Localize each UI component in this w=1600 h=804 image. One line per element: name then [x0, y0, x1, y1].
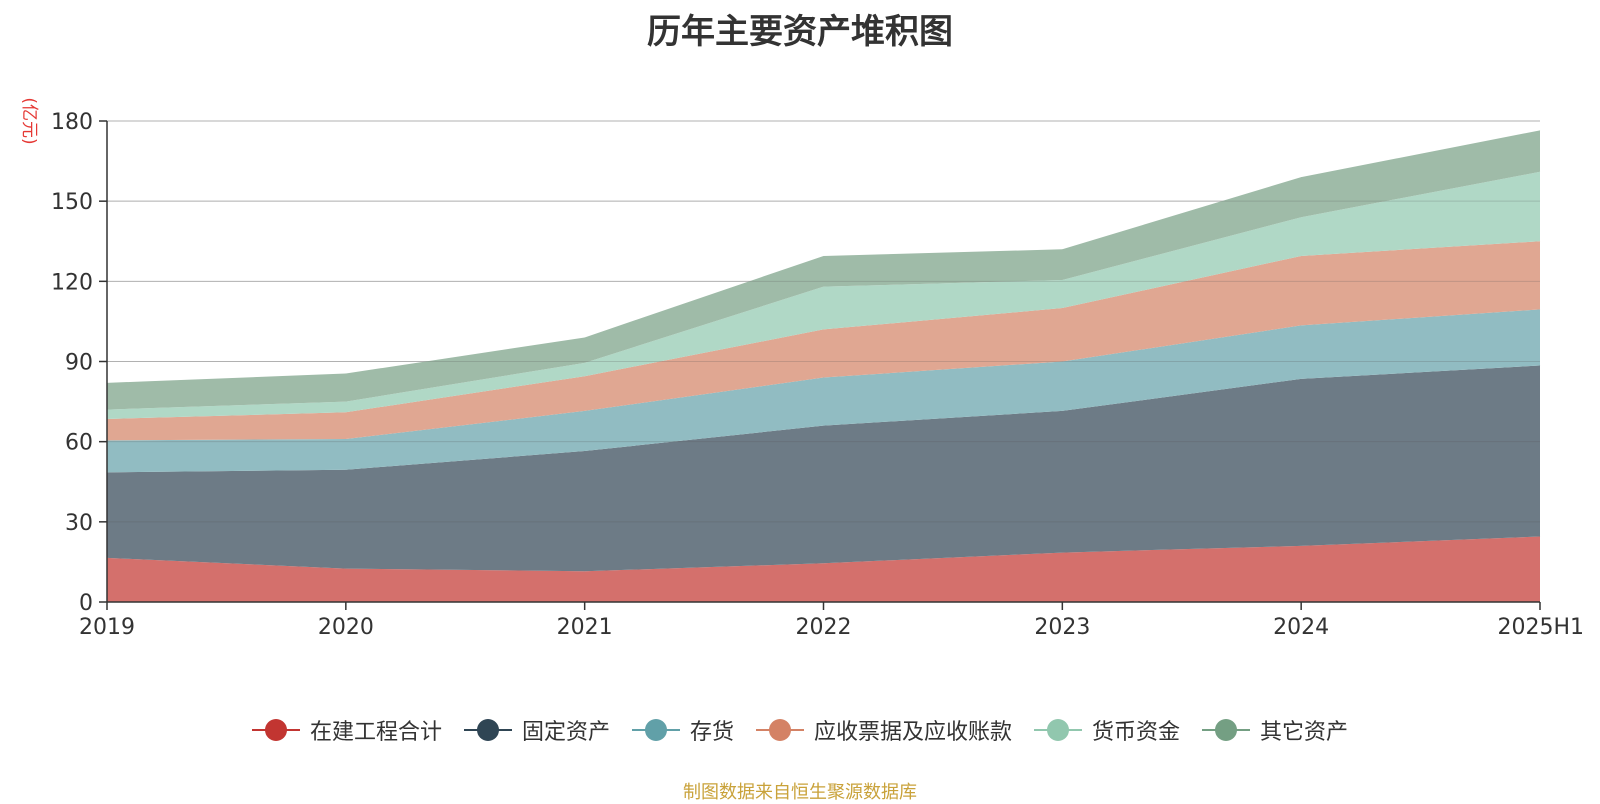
x-tick-label: 2019 [79, 615, 135, 640]
x-tick-label: 2024 [1273, 615, 1329, 640]
legend-marker-icon [464, 718, 512, 742]
x-tick-label: 2020 [318, 615, 374, 640]
legend-item[interactable]: 在建工程合计 [252, 714, 442, 746]
y-tick-label: 180 [51, 110, 93, 135]
y-tick-label: 0 [79, 591, 93, 616]
x-tick-label: 2023 [1034, 615, 1090, 640]
y-tick-label: 60 [65, 431, 93, 456]
legend-item[interactable]: 应收票据及应收账款 [756, 714, 1012, 746]
legend-label: 存货 [690, 714, 734, 746]
legend-label: 在建工程合计 [310, 714, 442, 746]
x-tick-label: 2025H1 [1497, 615, 1584, 640]
legend-marker-icon [1034, 718, 1082, 742]
y-tick-label: 150 [51, 190, 93, 215]
source-note: 制图数据来自恒生聚源数据库 [0, 778, 1600, 804]
legend-label: 其它资产 [1260, 714, 1348, 746]
legend-label: 固定资产 [522, 714, 610, 746]
y-tick-label: 120 [51, 270, 93, 295]
y-axis-unit: (亿元) [19, 97, 44, 144]
legend-label: 货币资金 [1092, 714, 1180, 746]
legend-item[interactable]: 存货 [632, 714, 734, 746]
legend-marker-icon [1202, 718, 1250, 742]
legend-item[interactable]: 其它资产 [1202, 714, 1348, 746]
legend-item[interactable]: 固定资产 [464, 714, 610, 746]
y-tick-label: 90 [65, 351, 93, 376]
legend-item[interactable]: 货币资金 [1034, 714, 1180, 746]
legend-label: 应收票据及应收账款 [814, 714, 1012, 746]
x-tick-label: 2022 [796, 615, 852, 640]
legend-marker-icon [756, 718, 804, 742]
y-tick-label: 30 [65, 511, 93, 536]
legend-marker-icon [632, 718, 680, 742]
legend-marker-icon [252, 718, 300, 742]
x-tick-label: 2021 [557, 615, 613, 640]
legend: 在建工程合计 固定资产 存货 应收票据及应收账款 货币资金 其它资产 [0, 714, 1600, 746]
